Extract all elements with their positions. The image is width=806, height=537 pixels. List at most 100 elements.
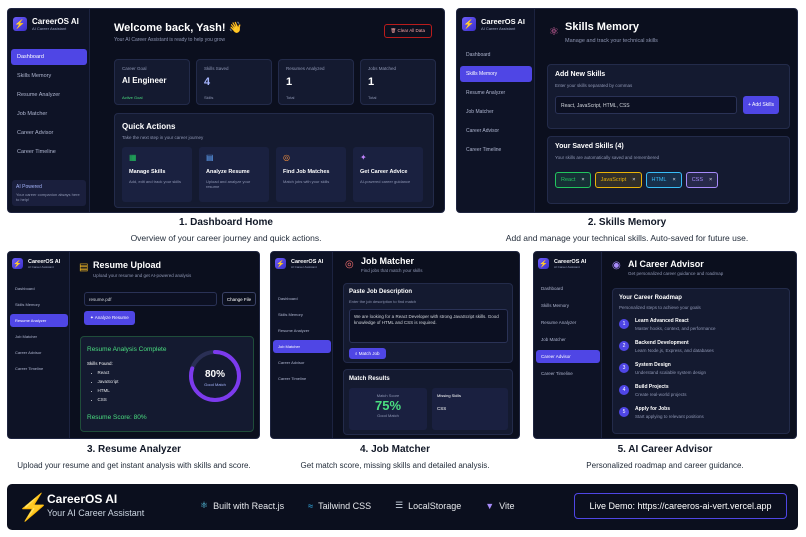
app-tagline: AI Career Assistant [481,26,516,31]
match-score-value: 75% [374,398,402,413]
grid-icon: ▦ [129,153,137,162]
add-skills-subtitle: Enter your skills separated by commas [555,83,633,88]
bolt-icon: ⚡ [462,17,476,31]
sidebar-nav: Dashboard Skills Memory Resume Analyzer … [273,292,331,385]
nav-item-resume[interactable]: Resume Analyzer [10,314,68,327]
nav-item-job[interactable]: Job Matcher [15,334,38,339]
nav-item-resume[interactable]: Resume Analyzer [466,90,506,96]
quick-action-3[interactable]: ◎ Find Job Matches Match jobs with your sk… [276,147,346,202]
bolt-icon: ⚡ [17,492,50,522]
nav-item-timeline[interactable]: Career Timeline [17,149,56,155]
analysis-card: Resume Analysis Complete Skills Found: R… [80,336,254,432]
change-file-button[interactable]: Change File [222,292,256,306]
stat-note: Total [286,95,295,100]
score-ring: 80% Good Match [189,350,241,402]
found-skills-list: React JavaScript HTML CSS [91,370,119,406]
stat-value: AI Engineer [122,76,167,85]
nav-item-resume[interactable]: Resume Analyzer [17,92,61,98]
app-name: CareerOS AI [481,17,525,26]
caption-5-sub: Personalized roadmap and career guidance… [586,461,744,470]
nav-item-resume[interactable]: Resume Analyzer [278,328,310,333]
stat-value: 1 [286,76,293,88]
match-results-title: Match Results [349,376,390,382]
nav-item-skills[interactable]: Skills Memory [17,73,52,79]
vite-icon: ▼ [485,500,495,511]
analyze-resume-button[interactable]: ✦ Analyze Resume [84,311,135,325]
skills-input[interactable]: React, JavaScript, HTML, CSS [555,96,737,114]
close-icon[interactable]: × [581,177,585,183]
score-ring-note: Good Match [204,382,226,387]
sparkle-icon: ✦ [360,153,367,162]
stat-card: Skills Saved 4 Skills [196,59,272,105]
skills-found-label: Skills Found: [87,361,113,366]
quick-action-4[interactable]: ✦ Get Career Advice AI-powered career guid… [353,147,423,202]
roadmap-subtitle: Personalized steps to achieve your goals [619,305,701,310]
match-job-button[interactable]: ⌕ Match Job [349,348,386,359]
robot-icon: ◉ [612,260,621,271]
database-icon: ☰ [395,500,404,510]
nav-item-advisor[interactable]: Career Advisor [466,128,500,134]
ai-powered-title: AI Powered [16,184,42,190]
skill-chip-label: JavaScript [600,177,627,183]
nav-item-timeline[interactable]: Career Timeline [466,147,502,153]
sparkle-icon: ✦ [90,315,95,320]
nav-item-timeline[interactable]: Career Timeline [15,366,44,371]
step-number: 1 [619,319,629,329]
react-icon: ⚛ [200,500,209,510]
app-tagline: AI Career Assistant [32,26,67,31]
quick-action-desc: Upload and analyze your resume [206,179,251,189]
close-icon[interactable]: × [632,177,636,183]
live-demo-link[interactable]: Live Demo: https://careeros-ai-vert.verc… [574,493,787,519]
app-name: CareerOS AI [32,17,79,26]
quick-action-1[interactable]: ▦ Manage Skills Add, edit and track your s… [122,147,192,202]
caption-2-title: 2. Skills Memory [587,217,667,228]
app-tagline: AI Career Assistant [28,264,54,269]
tech-tailwind: Tailwind CSS [318,500,372,511]
nav-item-job[interactable]: Job Matcher [273,340,331,353]
nav-item-timeline[interactable]: Career Timeline [541,371,573,376]
file-input[interactable]: resume.pdf [84,292,217,306]
brand: ⚡ CareerOS AI AI Career Assistant [538,258,586,269]
nav-item-job[interactable]: Job Matcher [541,337,566,342]
score-ring-value: 80% [205,369,225,380]
nav-item-advisor[interactable]: Career Advisor [17,130,54,136]
nav-item-resume[interactable]: Resume Analyzer [541,320,577,325]
nav-item-skills[interactable]: Skills Memory [541,303,570,308]
nav-item-dashboard[interactable]: Dashboard [541,286,564,291]
stat-value: 4 [204,76,211,88]
nav-item-dashboard[interactable]: Dashboard [15,286,35,291]
sidebar: ⚡ CareerOS AI AI Career Assistant Dashbo… [8,9,90,212]
nav-item-skills[interactable]: Skills Memory [15,302,40,307]
close-icon[interactable]: × [709,177,713,183]
nav-item-job[interactable]: Job Matcher [17,111,48,117]
match-score-note: Good Match [377,413,399,418]
paste-jd-title: Paste Job Description [349,289,413,295]
nav-item-dashboard[interactable]: Dashboard [278,296,298,301]
quick-action-2[interactable]: ▤ Analyze Resume Upload and analyze your r… [199,147,269,202]
nav-item-timeline[interactable]: Career Timeline [278,376,307,381]
skill-chip-label: CSS [691,177,704,183]
dashboard-screenshot: ⚡ CareerOS AI AI Career Assistant Dashbo… [7,8,445,213]
step-desc: Understand scalable system design [635,370,707,375]
close-icon[interactable]: × [672,177,676,183]
nav-item-advisor[interactable]: Career Advisor [536,350,600,363]
tech-list: ⚛ Built with React.js ≈ Tailwind CSS ☰ Loca… [200,500,515,511]
nav-item-advisor[interactable]: Career Advisor [278,360,305,365]
nav-item-dashboard[interactable]: Dashboard [466,52,491,58]
job-description-textarea[interactable]: We are looking for a React Developer wit… [349,309,508,343]
page-subtitle: Upload your resume and get AI-powered an… [93,273,192,278]
analysis-complete: Resume Analysis Complete [87,346,167,353]
nav-item-advisor[interactable]: Career Advisor [15,350,42,355]
clear-data-button[interactable]: 🗑 Clear All Data [383,24,432,38]
caption-5: 5. AI Career Advisor Personalized roadma… [533,444,797,473]
nav-item-skills[interactable]: Skills Memory [460,66,532,82]
nav-item-dashboard[interactable]: Dashboard [11,49,87,65]
nav-item-job[interactable]: Job Matcher [466,109,494,115]
found-skill: HTML [91,388,119,393]
add-skills-button[interactable]: + Add Skills [743,96,779,114]
caption-2-sub: Add and manage your technical skills. Au… [505,233,749,243]
target-icon: ◎ [345,259,354,270]
search-icon: ⌕ [355,351,359,356]
nav-item-skills[interactable]: Skills Memory [278,312,303,317]
match-score-label: Match Score [376,393,400,398]
